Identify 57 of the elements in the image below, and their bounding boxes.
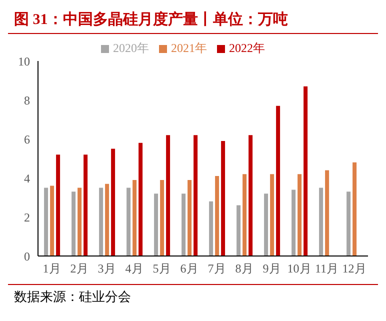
bar — [160, 180, 164, 256]
bar — [132, 180, 137, 256]
legend-label: 2022年 — [229, 41, 265, 55]
x-tick-label: 2月 — [70, 262, 88, 276]
bar — [352, 162, 357, 256]
bar — [56, 154, 60, 256]
bar — [221, 140, 226, 256]
bar — [111, 148, 116, 256]
bar — [248, 135, 253, 256]
y-tick-label: 4 — [24, 171, 30, 186]
bar — [78, 188, 82, 256]
bar — [188, 180, 192, 256]
bar — [154, 194, 158, 256]
bar — [138, 142, 143, 256]
bar — [298, 174, 302, 256]
bar — [72, 192, 76, 256]
source-note: 数据来源：硅业分会 — [14, 288, 132, 306]
chart-title: 图 31：中国多晶硅月度产量丨单位：万吨 — [8, 8, 378, 34]
legend-label: 2021年 — [171, 41, 207, 55]
bar — [346, 192, 351, 256]
legend-label: 2020年 — [113, 41, 149, 55]
bar — [44, 188, 48, 256]
bar — [105, 184, 110, 256]
bar — [194, 135, 198, 256]
y-tick-label: 0 — [24, 249, 30, 264]
x-tick-label: 1月 — [42, 262, 61, 276]
bar — [319, 188, 324, 256]
bar — [166, 135, 170, 256]
x-tick-label: 8月 — [235, 262, 254, 276]
x-tick-label: 7月 — [208, 262, 226, 276]
bar — [50, 186, 54, 256]
bar — [270, 174, 274, 256]
x-tick-label: 11月 — [314, 262, 339, 276]
x-tick-label: 4月 — [125, 262, 144, 276]
bar — [99, 188, 104, 256]
bar — [304, 86, 308, 256]
bar — [209, 201, 214, 256]
y-tick-label: 8 — [24, 93, 30, 108]
x-tick-label: 12月 — [342, 262, 366, 276]
y-tick-label: 2 — [24, 210, 30, 224]
bar — [325, 170, 330, 256]
bar — [182, 194, 186, 256]
y-tick-label: 10 — [18, 54, 30, 68]
x-tick-label: 10月 — [287, 262, 312, 276]
bar — [215, 176, 220, 256]
bar — [236, 205, 241, 256]
x-tick-label: 9月 — [262, 262, 281, 276]
x-tick-label: 6月 — [180, 262, 198, 276]
bar — [264, 194, 268, 256]
bar — [242, 174, 247, 256]
x-tick-label: 5月 — [152, 262, 171, 276]
bar — [84, 154, 88, 256]
y-tick-label: 6 — [24, 132, 30, 146]
bar — [276, 106, 280, 256]
bar — [126, 188, 131, 256]
x-tick-label: 3月 — [98, 262, 116, 276]
bar — [292, 190, 296, 256]
